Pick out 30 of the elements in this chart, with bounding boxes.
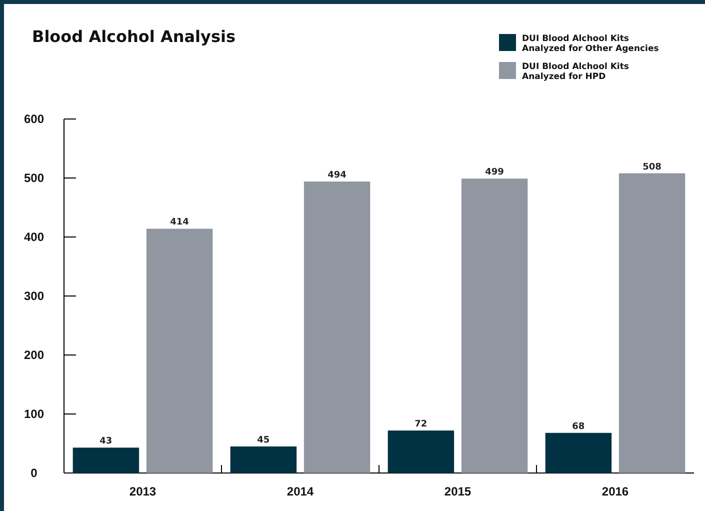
bar bbox=[545, 432, 612, 473]
data-label: 508 bbox=[642, 162, 662, 172]
y-tick-label: 200 bbox=[24, 348, 44, 362]
bar bbox=[388, 430, 454, 473]
y-tick-label: 100 bbox=[24, 406, 44, 421]
y-tick-label: 500 bbox=[24, 170, 44, 185]
bar bbox=[72, 448, 140, 473]
y-tick-label: 400 bbox=[24, 230, 44, 244]
legend-label: DUI Blood Alchool Kits Analyzed for Other Agencies bbox=[522, 34, 659, 54]
x-tick-label: 2013 bbox=[129, 484, 156, 499]
y-tick-label: 0 bbox=[30, 466, 38, 480]
bar bbox=[461, 178, 528, 473]
chart-title: Blood Alcohol Analysis bbox=[32, 27, 236, 46]
bar bbox=[230, 446, 297, 473]
x-tick-label: 2015 bbox=[444, 484, 472, 499]
y-tick-label: 300 bbox=[24, 288, 44, 303]
bar bbox=[146, 228, 213, 473]
data-label: 499 bbox=[485, 168, 504, 178]
bar bbox=[304, 182, 370, 473]
legend-label: DUI Blood Alchool Kits Analyzed for HPD bbox=[522, 62, 629, 82]
data-label: 68 bbox=[572, 422, 585, 432]
x-tick-label: 2014 bbox=[286, 484, 314, 499]
data-label: 45 bbox=[257, 435, 270, 446]
data-label: 494 bbox=[328, 170, 346, 181]
data-label: 414 bbox=[170, 218, 189, 228]
data-label: 43 bbox=[100, 436, 112, 447]
bar bbox=[618, 173, 686, 473]
x-tick-label: 2016 bbox=[602, 484, 629, 499]
y-tick-label: 600 bbox=[24, 112, 44, 126]
data-label: 72 bbox=[414, 420, 428, 430]
